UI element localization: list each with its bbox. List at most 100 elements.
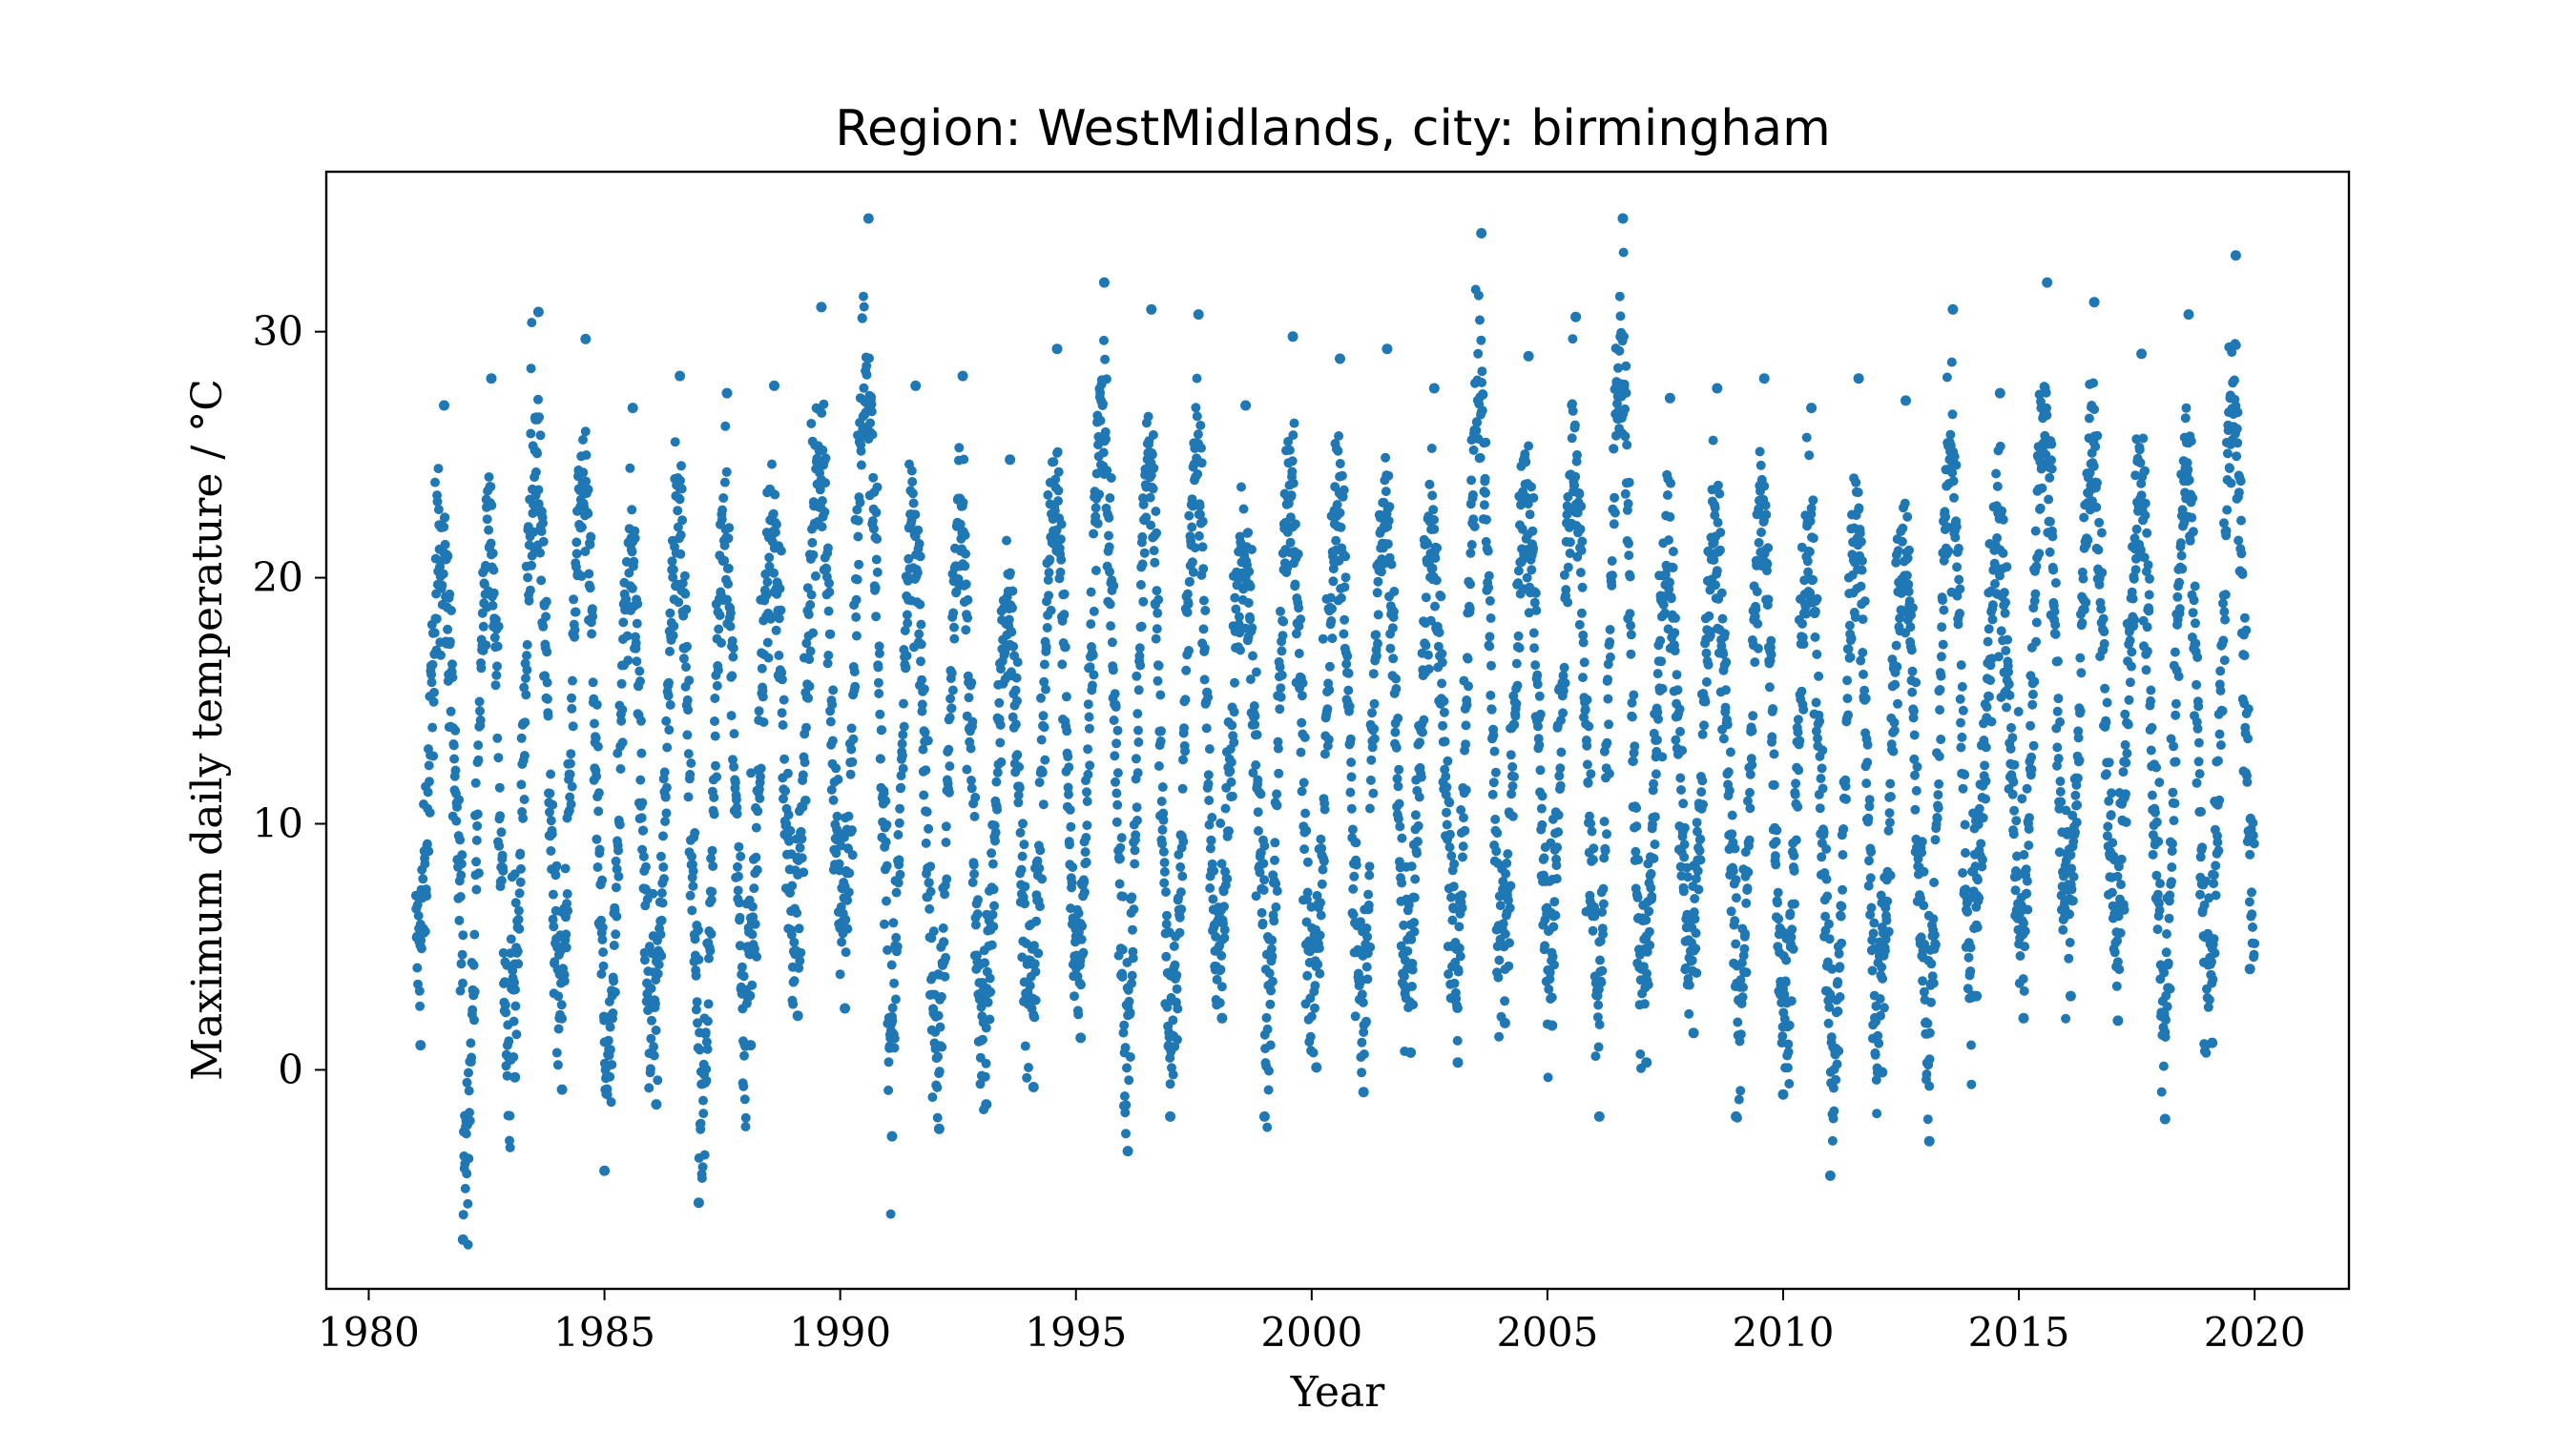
data-point	[749, 883, 759, 894]
data-point	[664, 725, 675, 736]
data-point	[940, 889, 950, 900]
data-point	[1358, 997, 1368, 1007]
data-point	[1657, 752, 1668, 762]
data-point	[1063, 782, 1073, 793]
data-point	[1277, 646, 1287, 656]
data-point	[915, 551, 925, 562]
data-point	[1788, 944, 1798, 954]
data-point	[1675, 773, 1686, 783]
data-point	[2090, 442, 2101, 452]
data-point	[1134, 643, 1145, 653]
data-point	[1083, 744, 1093, 755]
data-point	[1064, 762, 1074, 773]
data-point	[1631, 821, 1642, 832]
data-point	[1608, 570, 1617, 581]
data-point	[899, 721, 909, 732]
data-point	[1924, 1081, 1935, 1091]
data-point	[2035, 503, 2046, 513]
data-point	[641, 861, 651, 872]
data-point	[1325, 592, 1336, 603]
data-point	[2075, 706, 2086, 716]
data-point	[1335, 508, 1345, 518]
data-point	[1983, 636, 1993, 647]
data-point	[883, 944, 893, 955]
data-point	[706, 929, 717, 939]
data-point	[677, 515, 688, 526]
data-point	[2031, 561, 2042, 571]
data-point	[693, 1018, 702, 1028]
data-point	[888, 918, 899, 928]
data-point	[705, 945, 716, 956]
data-point	[1524, 441, 1534, 451]
data-point	[779, 794, 788, 804]
data-point	[630, 533, 640, 544]
data-point	[609, 941, 619, 950]
data-point	[2009, 759, 2020, 770]
data-point	[568, 675, 577, 686]
data-point	[723, 579, 734, 590]
data-point	[1727, 810, 1737, 820]
data-point	[458, 930, 468, 941]
data-point	[655, 851, 666, 861]
data-point	[1936, 652, 1946, 662]
data-point	[1558, 708, 1568, 718]
data-point	[1539, 853, 1549, 863]
data-point	[1953, 543, 1963, 553]
data-point	[1198, 564, 1209, 574]
data-point	[445, 636, 455, 647]
data-point	[1742, 883, 1753, 894]
data-point	[1743, 867, 1754, 878]
data-point	[1298, 678, 1308, 688]
data-point	[698, 1109, 709, 1119]
data-point	[1034, 863, 1045, 874]
data-point	[1170, 960, 1180, 970]
data-point	[513, 905, 524, 916]
data-point	[895, 869, 905, 880]
data-point	[898, 730, 908, 740]
data-point	[526, 363, 536, 374]
data-point	[1444, 842, 1455, 852]
data-point	[1950, 532, 1961, 543]
data-point	[462, 1169, 472, 1179]
data-point	[1153, 675, 1163, 686]
data-point	[1527, 482, 1536, 492]
data-point	[1043, 489, 1053, 500]
data-point	[1265, 1040, 1276, 1050]
data-point	[700, 1027, 711, 1038]
data-point	[1845, 652, 1856, 662]
data-point	[1652, 669, 1663, 679]
data-point	[1771, 860, 1781, 870]
data-point	[529, 527, 539, 537]
data-point	[1365, 775, 1376, 785]
data-point	[1452, 1035, 1463, 1046]
data-point	[1153, 761, 1164, 771]
data-point	[542, 647, 552, 657]
data-point	[547, 829, 557, 840]
data-point	[592, 699, 602, 710]
data-point	[1488, 730, 1499, 740]
data-point	[1399, 920, 1409, 930]
data-point	[906, 466, 917, 476]
data-point	[605, 1022, 615, 1032]
data-point	[885, 1209, 896, 1219]
data-point	[831, 848, 841, 859]
data-point	[1461, 739, 1471, 750]
data-point	[2072, 773, 2083, 783]
data-point	[1697, 729, 1708, 739]
data-point	[1178, 755, 1188, 765]
data-point	[859, 301, 869, 312]
data-point	[1986, 716, 1997, 727]
data-point	[842, 895, 853, 905]
data-point	[1083, 769, 1093, 779]
data-point	[1948, 476, 1959, 487]
data-point	[1369, 734, 1380, 744]
data-point	[492, 733, 503, 743]
data-point	[702, 1016, 713, 1027]
data-point	[706, 895, 717, 905]
data-point	[1821, 844, 1832, 854]
data-point	[1131, 754, 1141, 764]
data-point	[565, 792, 575, 802]
data-point	[1626, 630, 1636, 640]
data-point	[1832, 1059, 1842, 1069]
data-point	[428, 751, 439, 761]
